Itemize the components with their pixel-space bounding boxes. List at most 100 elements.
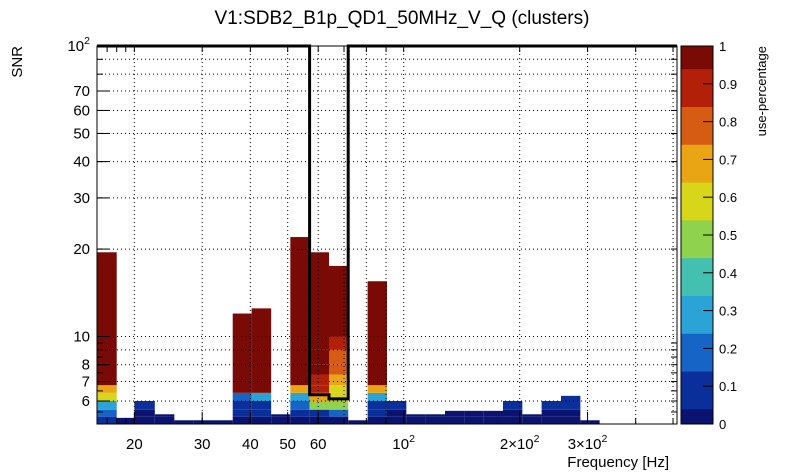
colorbar-segment — [681, 371, 713, 380]
colorbar-segment — [681, 355, 713, 365]
x-tick-label: 30 — [194, 436, 211, 453]
heatmap-cell — [502, 409, 523, 417]
colorbar-segment — [681, 265, 713, 274]
heatmap-cell — [290, 409, 310, 417]
heatmap-cell — [406, 414, 426, 417]
heatmap-cell — [232, 313, 252, 393]
heatmap-cell — [445, 410, 465, 417]
colorbar-label: use-percentage — [754, 46, 769, 136]
colorbar-segment — [681, 378, 713, 387]
colorbar-segment — [681, 257, 713, 266]
heatmap-cell — [174, 420, 194, 424]
heatmap-cell — [309, 364, 329, 375]
heatmap-cell — [329, 349, 349, 365]
y-axis-ticks: 6 78 10 20 30 40 50 60 70 102 — [67, 35, 677, 413]
colorbar-tick-label: 0.3 — [719, 304, 737, 319]
y-tick-label: 50 — [73, 125, 90, 142]
colorbar-segment — [681, 242, 713, 251]
colorbar-segment — [681, 325, 713, 334]
heatmap-cell — [502, 400, 523, 410]
heatmap-cell — [445, 416, 465, 424]
colorbar-segment — [681, 235, 713, 244]
y-tick-label: 70 — [73, 83, 90, 100]
heatmap-cell — [309, 409, 329, 417]
colorbar-segment — [681, 250, 713, 259]
colorbar-tick-label: 0.6 — [719, 190, 737, 205]
colorbar: 0 0.1 0.2 0.3 0.4 0.5 0.6 0.7 0.8 0.9 1 — [680, 39, 737, 432]
heatmap-cell — [251, 416, 272, 424]
heatmap-cell — [213, 420, 233, 424]
colorbar-segment — [681, 227, 713, 236]
colorbar-segment — [681, 174, 713, 183]
heatmap-cell — [134, 400, 155, 410]
heatmap-cell — [329, 364, 349, 375]
heatmap-cell — [290, 237, 310, 386]
heatmap-cell — [386, 400, 407, 410]
x-tick-label: 102 — [392, 433, 415, 453]
colorbar-tick-label: 1 — [719, 39, 726, 54]
heatmap-cell — [329, 265, 349, 337]
heatmap-cell — [251, 400, 272, 410]
colorbar-tick-label: 0.8 — [719, 115, 737, 130]
grid-lines — [97, 46, 677, 424]
colorbar-segment — [681, 83, 713, 92]
heatmap-cell — [232, 409, 252, 417]
plot-frame — [96, 45, 678, 425]
colorbar-segment — [681, 136, 713, 145]
heatmap-cell — [425, 414, 445, 417]
y-tick-label: 30 — [73, 190, 90, 207]
colorbar-segment — [681, 159, 713, 168]
heatmap-cell — [329, 374, 349, 386]
colorbar-segment — [681, 182, 713, 191]
heatmap-cell — [290, 400, 310, 410]
heatmap-cell — [522, 416, 542, 424]
colorbar-segment — [681, 61, 713, 70]
colorbar-segment — [681, 68, 713, 77]
colorbar-segment — [681, 310, 713, 319]
heatmap-cell — [251, 308, 272, 393]
y-tick-label: 10 — [73, 329, 90, 346]
y-tick-label: 7 — [82, 374, 90, 391]
heatmap-cell — [386, 416, 407, 424]
heatmap-cell — [386, 409, 407, 417]
colorbar-segment — [681, 197, 713, 206]
overlay-polyline — [97, 44, 677, 401]
heatmap-cell — [541, 409, 561, 417]
colorbar-segment — [681, 303, 713, 312]
y-axis-label: SNR — [9, 46, 26, 78]
y-tick-label: 102 — [67, 35, 90, 55]
y-tick-label: 60 — [73, 102, 90, 119]
heatmap-cell — [97, 400, 117, 410]
heatmap-cell — [483, 416, 503, 424]
colorbar-segment — [681, 76, 713, 85]
heatmap-cell — [309, 349, 329, 365]
heatmap-cell — [541, 416, 561, 424]
heatmap-cell — [522, 414, 542, 417]
heatmap-cell — [251, 409, 272, 417]
colorbar-segment — [681, 114, 713, 123]
heatmap-cell — [97, 392, 117, 401]
heatmap-cell — [329, 416, 349, 424]
colorbar-segment — [681, 348, 713, 357]
heatmap-cell — [309, 400, 329, 410]
heatmap-cell — [154, 416, 175, 424]
heatmap-cell — [309, 252, 329, 337]
y-tick-label: 40 — [73, 154, 90, 171]
heatmap-cell — [154, 414, 175, 417]
colorbar-segment — [681, 46, 713, 55]
heatmap-cell — [329, 336, 349, 350]
heatmap-cell — [367, 385, 387, 393]
colorbar-tick-label: 0.7 — [719, 152, 737, 167]
heatmap-cell — [329, 400, 349, 410]
colorbar-segment — [681, 386, 713, 395]
heatmap-cell — [309, 374, 329, 386]
x-tick-label: 50 — [279, 436, 296, 453]
colorbar-segment — [681, 318, 713, 327]
heatmap-cell — [561, 395, 581, 410]
heatmap-cell — [425, 416, 445, 424]
colorbar-segment — [681, 121, 713, 130]
heatmap-cell — [464, 410, 484, 417]
colorbar-tick-label: 0.4 — [719, 266, 737, 281]
y-tick-label: 8 — [82, 357, 90, 374]
